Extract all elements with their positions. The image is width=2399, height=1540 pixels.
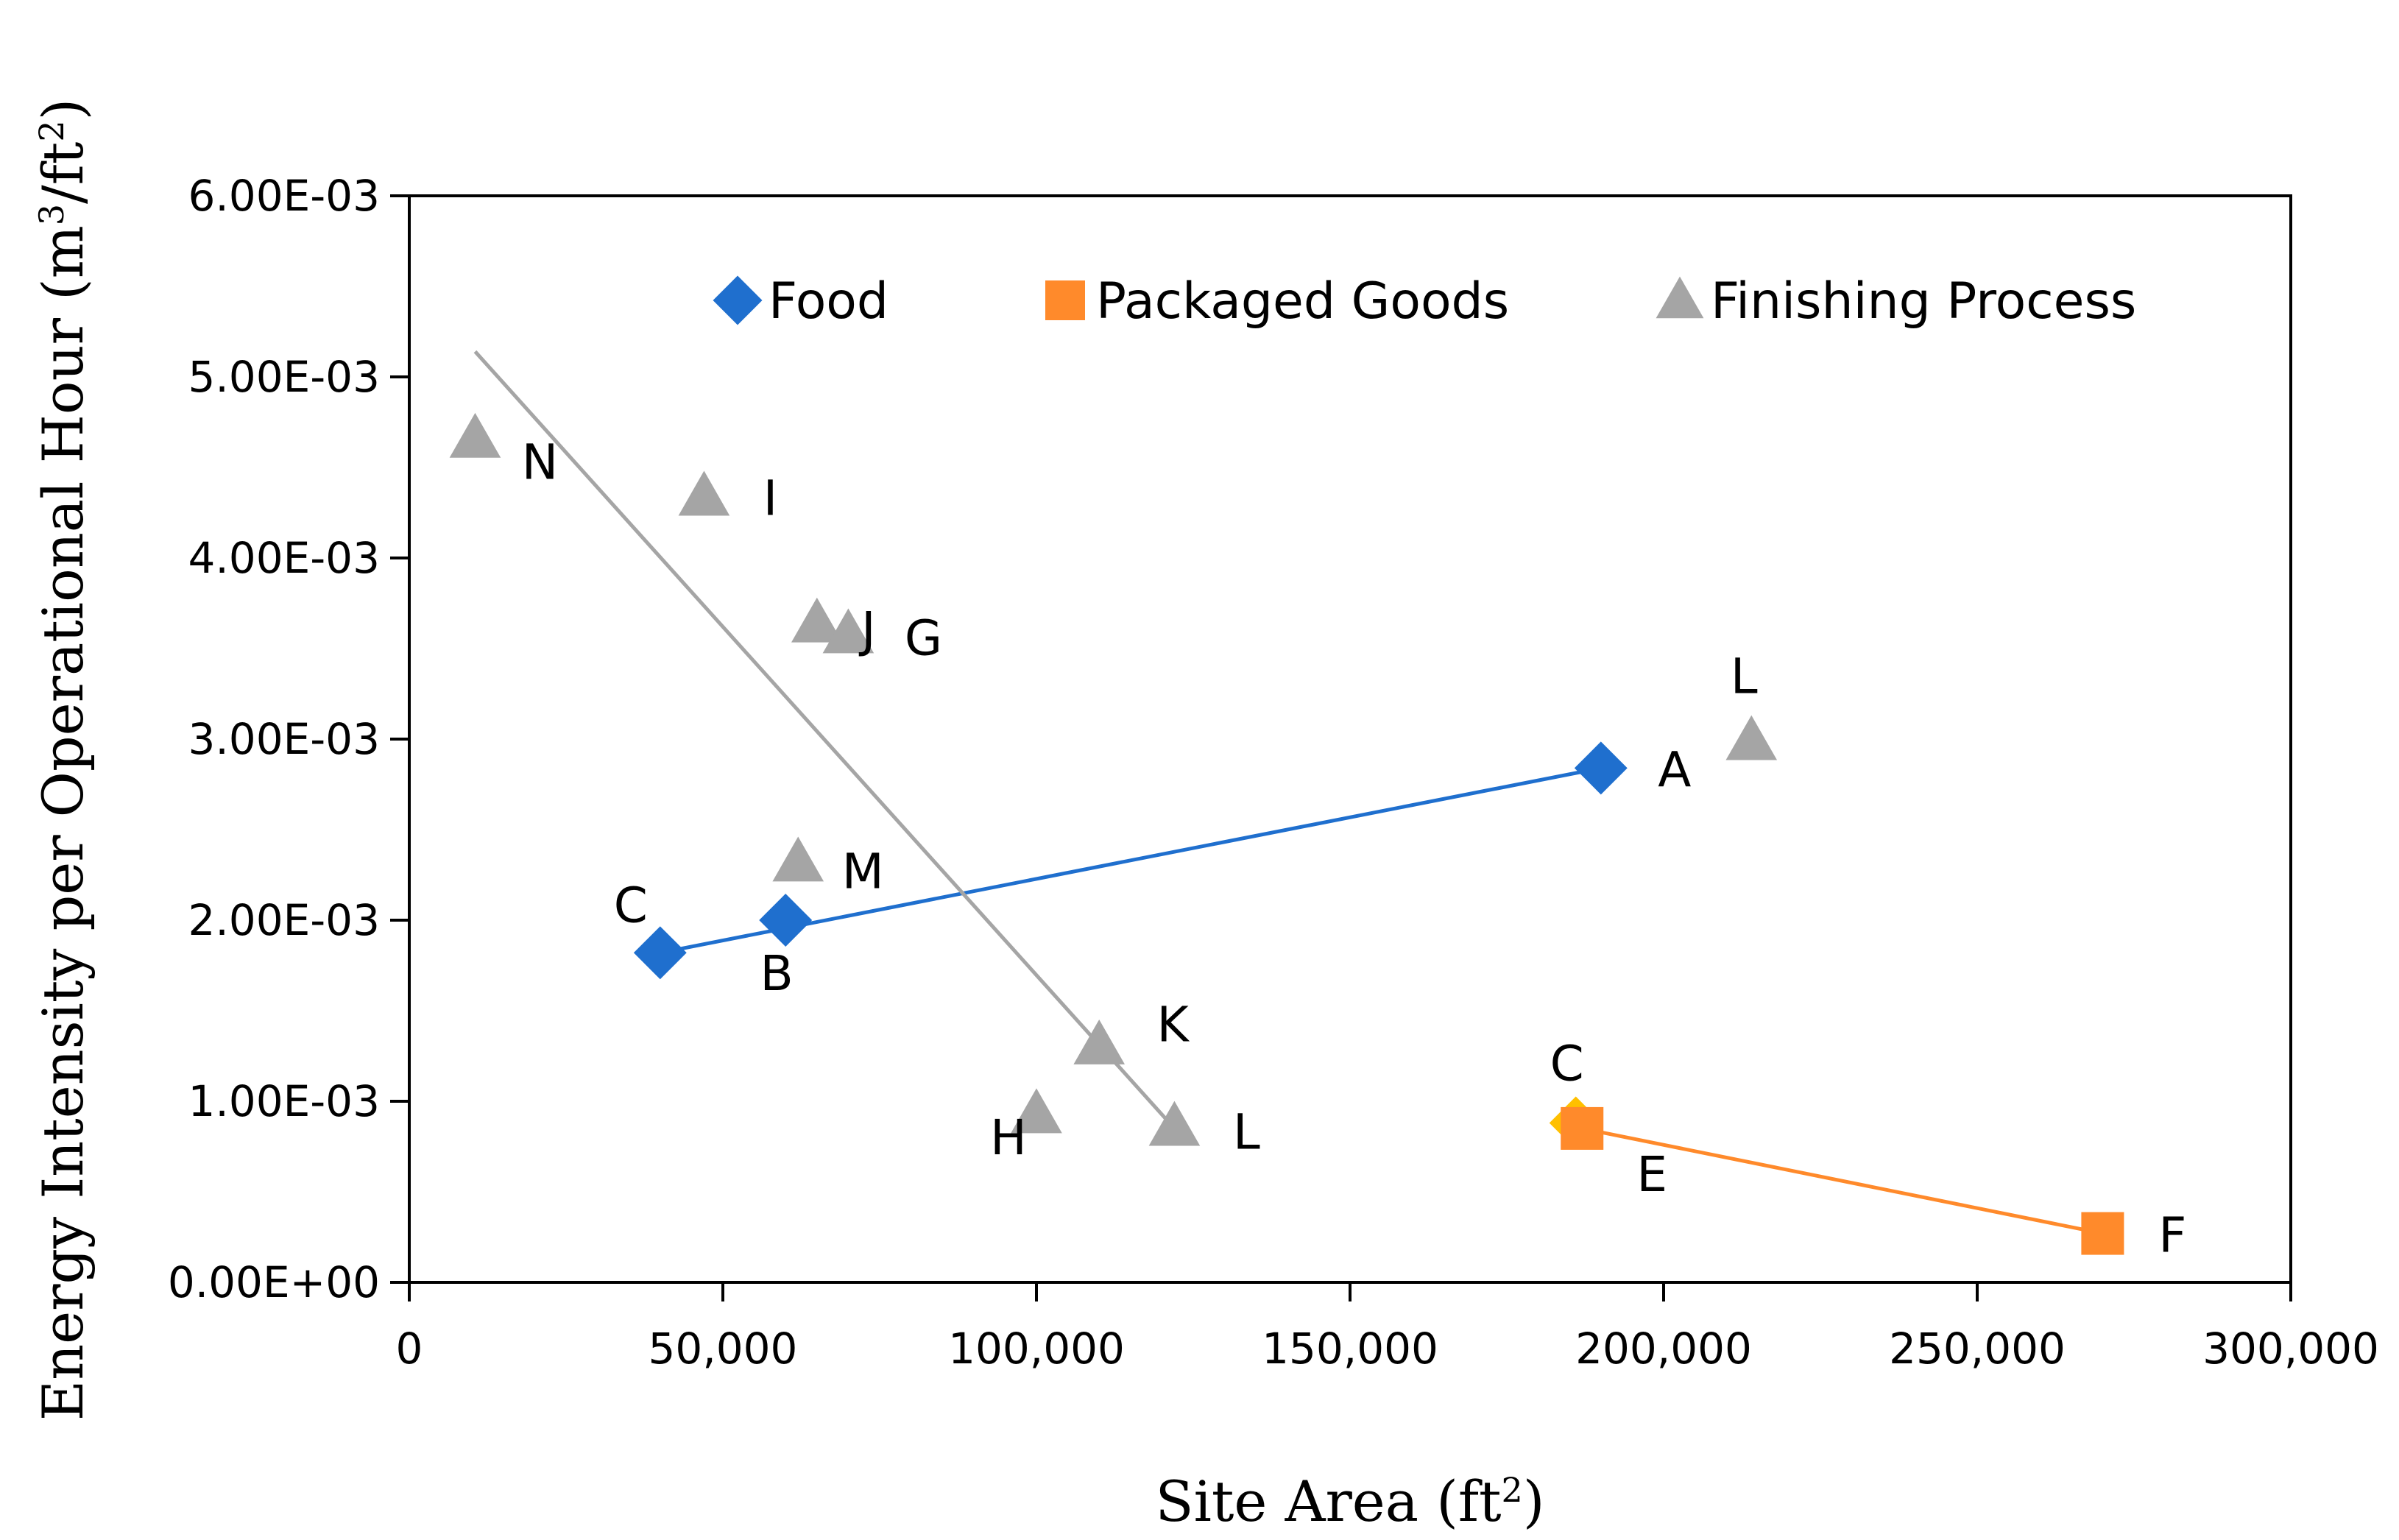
plot-frame [408,194,2292,1284]
trendline [660,766,1602,955]
trendlines [473,350,2103,1236]
data-point [1561,1106,1604,1150]
legend-marker [713,275,763,325]
y-tick-label: 1.00E-03 [188,1076,380,1126]
y-tick-label: 3.00E-03 [188,714,380,764]
point-label: B [760,945,794,1002]
y-tick-label: 6.00E-03 [188,171,380,221]
data-point [633,926,687,980]
x-tick-label: 300,000 [2202,1324,2379,1374]
data-point [759,894,813,947]
x-tick-label: 200,000 [1575,1324,1752,1374]
x-tick-label: 250,000 [1889,1324,2066,1374]
x-tick-label: 100,000 [948,1324,1125,1374]
y-tick-label: 2.00E-03 [188,895,380,945]
data-point [822,608,875,654]
point-label: J [858,602,875,659]
x-tick-label: 150,000 [1262,1324,1438,1374]
legend-marker [1656,276,1704,319]
data-point [1073,1019,1125,1064]
point-label: K [1157,997,1190,1053]
legend: Food Packaged Goods Finishing Process [713,272,2136,331]
point-label: L [1233,1103,1260,1160]
point-label: E [1636,1146,1667,1203]
data-point [1725,715,1778,760]
data-point [2081,1212,2124,1255]
data-points [449,412,2124,1255]
legend-marker [1045,280,1085,320]
y-tick-label: 4.00E-03 [188,533,380,583]
data-point [772,836,824,882]
y-axis-title: Energy Intensity per Operational Hour (m… [30,99,96,1421]
point-label: H [990,1109,1027,1166]
point-label: L [1731,648,1758,704]
data-point [1148,1101,1201,1146]
data-point [449,412,501,458]
point-label: I [763,470,777,526]
x-tick-label: 0 [396,1324,423,1374]
trendline [473,350,1176,1130]
data-point [791,597,843,643]
legend-label: Food [769,272,888,331]
axes: 0.00E+00 1.00E-03 2.00E-03 3.00E-03 4.00E-03… [168,171,2379,1374]
x-axis-title: Site Area (ft2) [1156,1469,1545,1534]
point-label: F [2158,1207,2186,1264]
x-tick-label: 50,000 [649,1324,798,1374]
point-label: N [522,434,558,491]
trendline [1581,1126,2103,1236]
y-tick-label: 5.00E-03 [188,352,380,402]
data-point [678,470,730,516]
point-label: A [1658,741,1691,798]
point-label: C [614,877,648,933]
legend-label: Finishing Process [1711,272,2136,331]
point-label: G [905,610,942,666]
data-point [1574,741,1628,795]
point-label: C [1550,1036,1584,1092]
legend-label: Packaged Goods [1096,272,1509,331]
point-label: M [842,843,884,900]
y-tick-label: 0.00E+00 [168,1257,380,1307]
data-point [1011,1088,1062,1134]
